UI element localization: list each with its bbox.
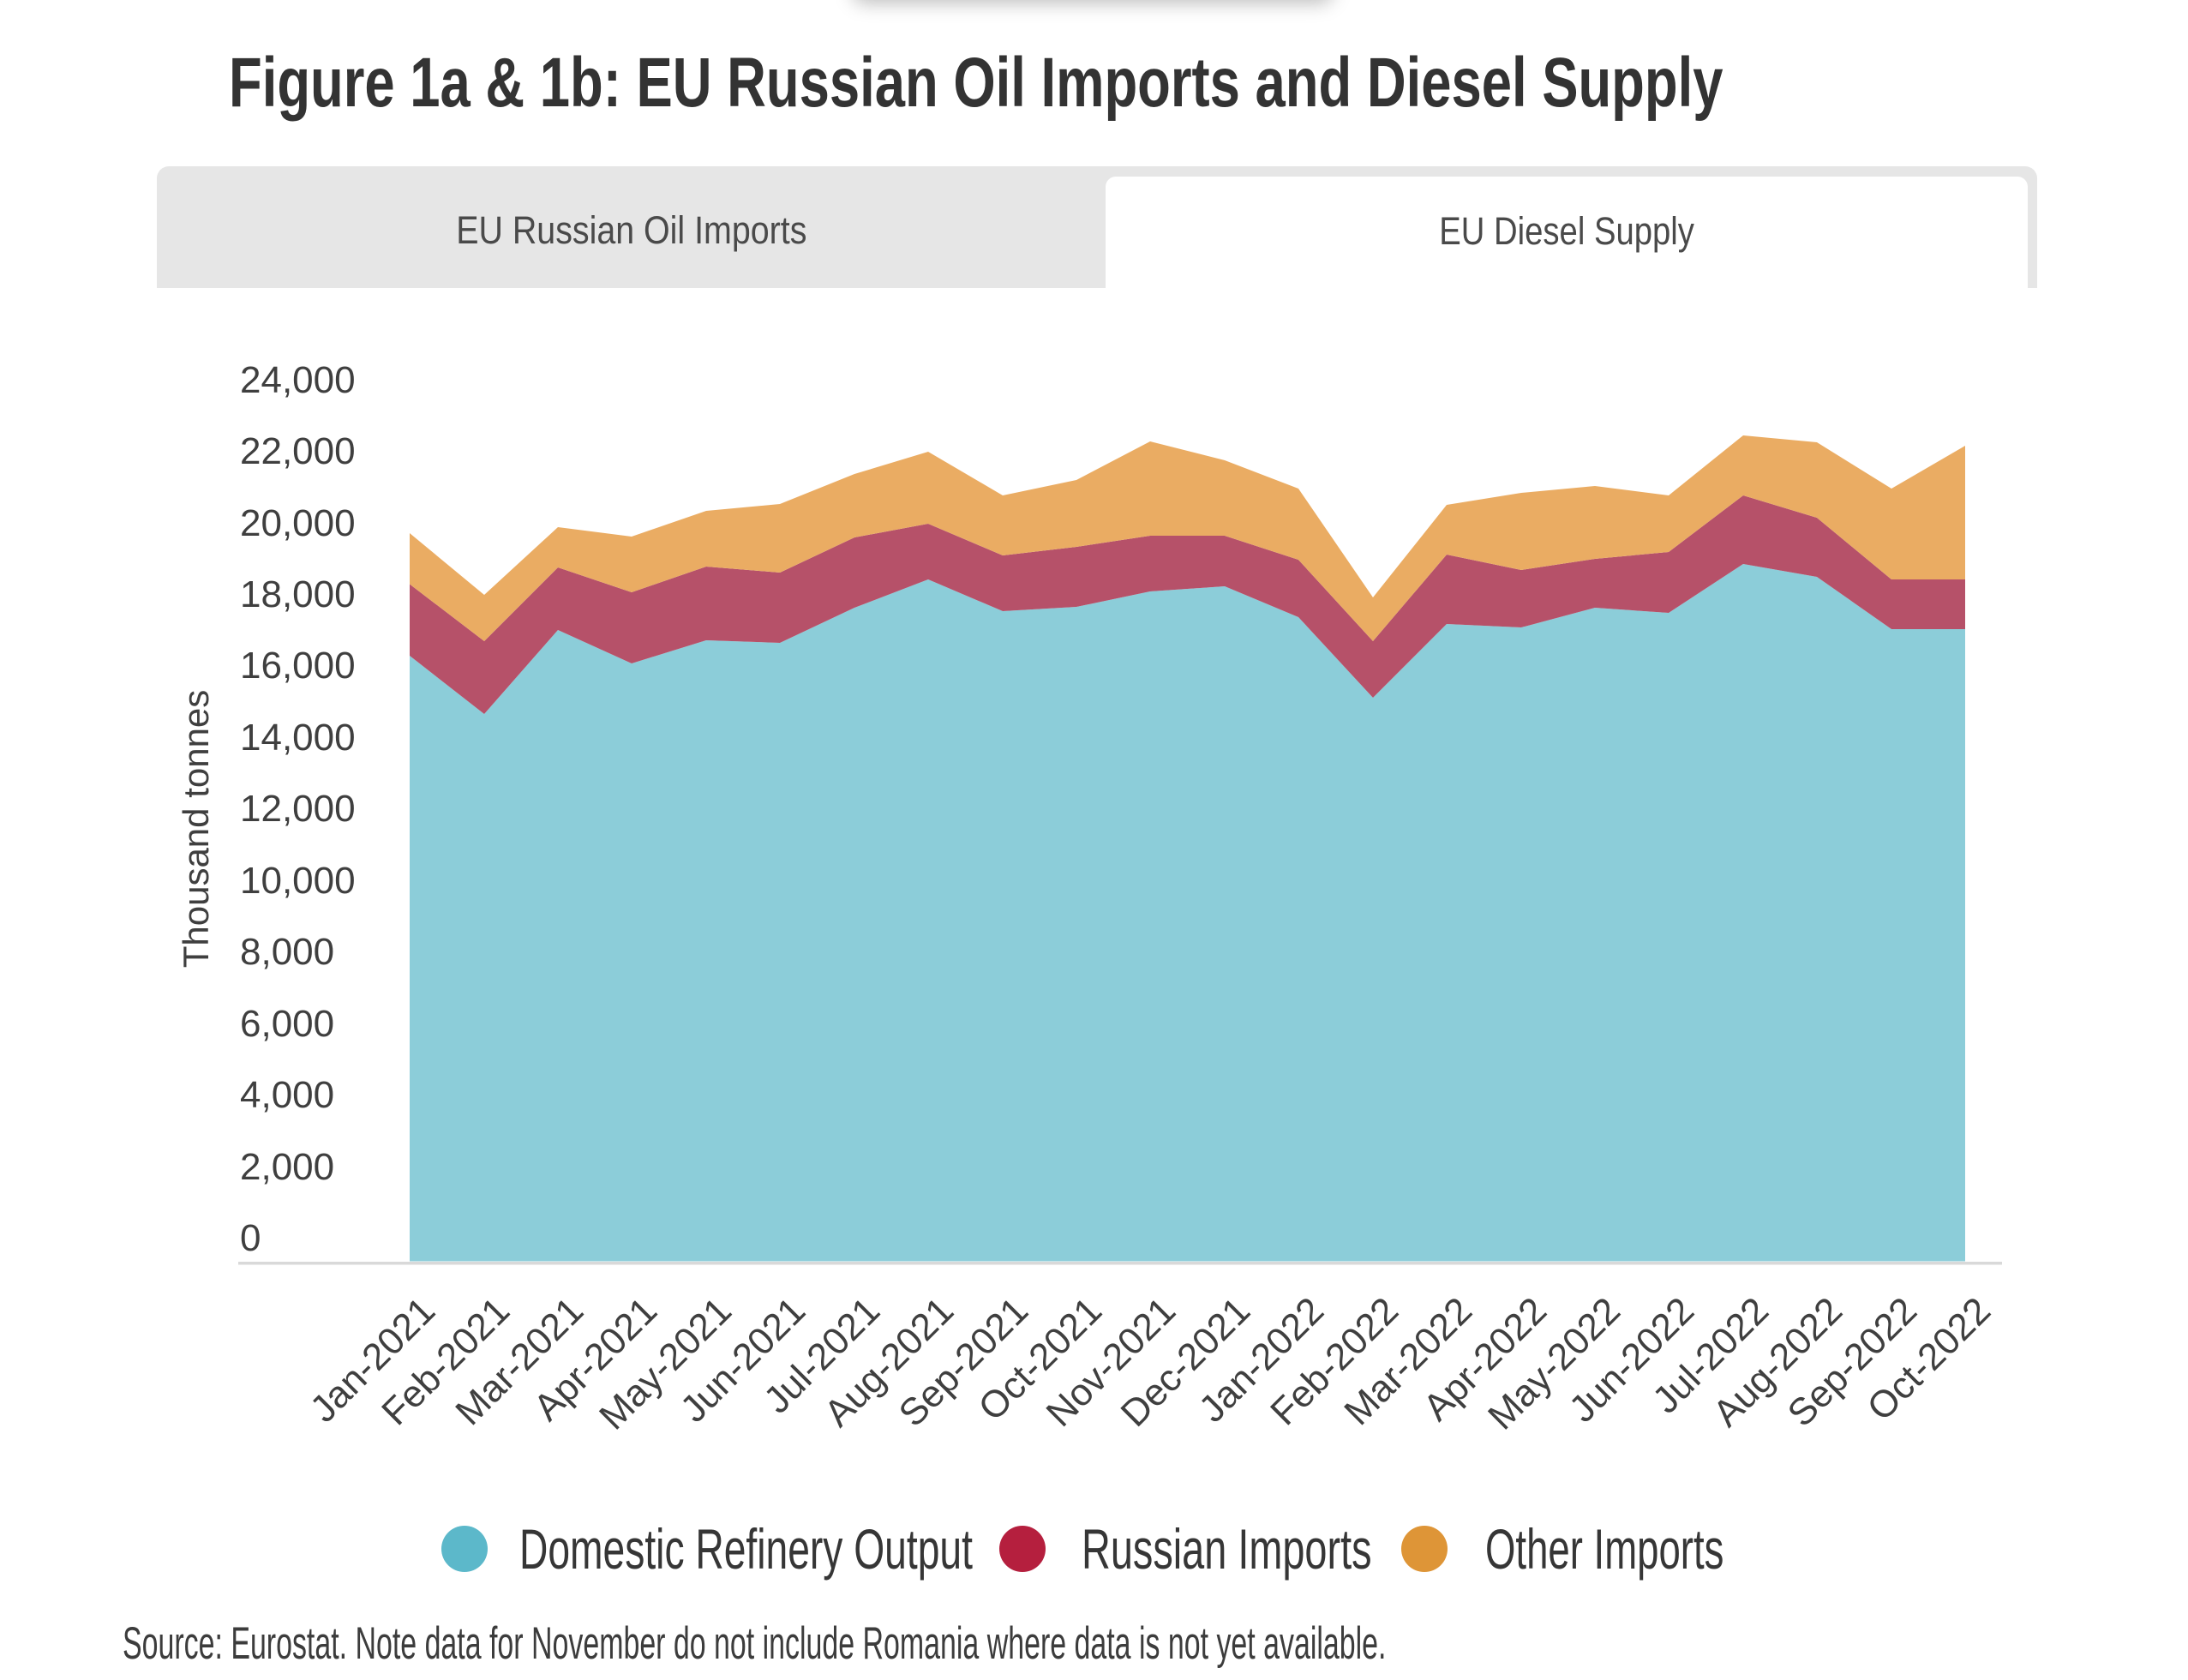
svg-text:0: 0: [240, 1217, 261, 1259]
svg-text:8,000: 8,000: [240, 931, 334, 973]
svg-text:20,000: 20,000: [240, 502, 356, 544]
svg-text:6,000: 6,000: [240, 1003, 334, 1045]
svg-text:16,000: 16,000: [240, 645, 356, 687]
svg-text:14,000: 14,000: [240, 717, 356, 759]
svg-text:2,000: 2,000: [240, 1146, 334, 1188]
svg-text:4,000: 4,000: [240, 1074, 334, 1116]
svg-text:Thousand tonnes: Thousand tonnes: [176, 690, 216, 969]
svg-text:12,000: 12,000: [240, 788, 356, 830]
svg-text:24,000: 24,000: [240, 359, 356, 401]
svg-text:18,000: 18,000: [240, 573, 356, 615]
svg-text:10,000: 10,000: [240, 860, 356, 902]
svg-text:22,000: 22,000: [240, 430, 356, 472]
